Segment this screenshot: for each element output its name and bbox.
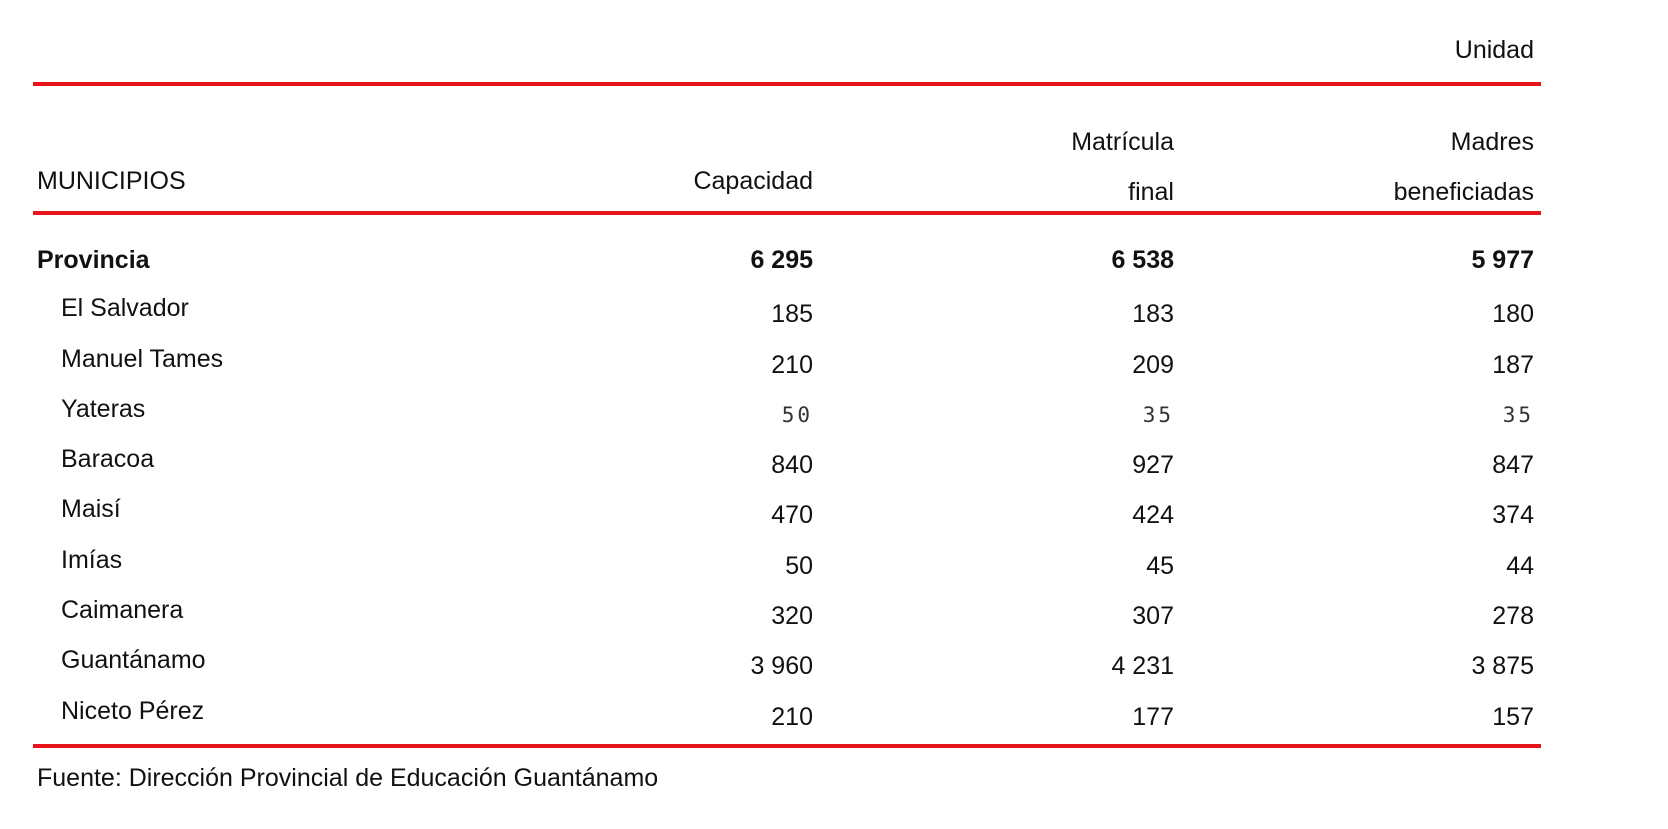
row-madres: 374	[1492, 501, 1534, 530]
table-row: Imías 50 45 44	[0, 538, 1668, 588]
table-row: Yateras 50 35 35	[0, 387, 1668, 437]
row-madres: 187	[1492, 350, 1534, 379]
row-madres: 35	[1502, 402, 1534, 427]
table-row-provincia: Provincia 6 295 6 538 5 977	[0, 236, 1668, 286]
row-capacidad: 470	[771, 501, 813, 530]
header-matricula-final: Matrícula final	[1071, 117, 1174, 217]
table-row: Maisí 470 424 374	[0, 487, 1668, 537]
row-name: Niceto Pérez	[61, 696, 205, 725]
row-capacidad: 840	[771, 451, 813, 480]
header-madres-line1: Madres	[1450, 128, 1534, 156]
row-capacidad: 50	[785, 551, 813, 580]
row-capacidad: 210	[771, 350, 813, 379]
table-row: Guantánamo 3 960 4 231 3 875	[0, 638, 1668, 688]
row-capacidad: 185	[771, 300, 813, 329]
row-name: Maisí	[61, 495, 121, 524]
row-matricula: 424	[1132, 501, 1174, 530]
row-matricula: 45	[1146, 551, 1174, 580]
row-matricula: 927	[1132, 451, 1174, 480]
row-capacidad: 50	[781, 402, 813, 427]
row-madres: 3 875	[1471, 652, 1534, 681]
row-madres: 278	[1492, 602, 1534, 631]
header-rule	[33, 211, 1541, 215]
source-note: Fuente: Dirección Provincial de Educació…	[37, 764, 659, 792]
row-name: Caimanera	[61, 596, 184, 625]
row-madres: 180	[1492, 300, 1534, 329]
table-row: Niceto Pérez 210 177 157	[0, 689, 1668, 739]
table-row: El Salvador 185 183 180	[0, 286, 1668, 336]
row-matricula: 35	[1142, 402, 1174, 427]
row-name: Manuel Tames	[61, 344, 224, 373]
row-name: El Salvador	[61, 294, 189, 323]
row-matricula: 4 231	[1111, 652, 1174, 681]
row-capacidad: 320	[771, 602, 813, 631]
row-name: Yateras	[61, 394, 146, 423]
row-capacidad: 210	[771, 702, 813, 731]
row-matricula: 6 538	[1111, 246, 1174, 274]
table-body: Provincia 6 295 6 538 5 977 El Salvador …	[0, 236, 1668, 739]
table-row: Manuel Tames 210 209 187	[0, 337, 1668, 387]
top-rule	[33, 82, 1541, 86]
row-name: Provincia	[37, 246, 150, 274]
row-matricula: 209	[1132, 350, 1174, 379]
unit-label: Unidad	[1454, 36, 1534, 64]
row-matricula: 183	[1132, 300, 1174, 329]
row-capacidad: 6 295	[750, 246, 813, 274]
row-capacidad: 3 960	[750, 652, 813, 681]
row-madres: 5 977	[1471, 246, 1534, 274]
row-name: Guantánamo	[61, 646, 206, 675]
row-name: Imías	[61, 545, 123, 574]
table-row: Baracoa 840 927 847	[0, 437, 1668, 487]
header-matricula-line2: final	[1128, 178, 1174, 206]
table-row: Caimanera 320 307 278	[0, 588, 1668, 638]
header-capacidad: Capacidad	[693, 167, 813, 195]
row-madres: 157	[1492, 702, 1534, 731]
row-matricula: 177	[1132, 702, 1174, 731]
header-matricula-line1: Matrícula	[1071, 128, 1174, 156]
header-madres-line2: beneficiadas	[1393, 178, 1534, 206]
row-madres: 847	[1492, 451, 1534, 480]
row-matricula: 307	[1132, 602, 1174, 631]
header-municipios: MUNICIPIOS	[37, 167, 186, 195]
row-madres: 44	[1506, 551, 1534, 580]
bottom-rule	[33, 744, 1541, 748]
header-madres-beneficiadas: Madres beneficiadas	[1394, 117, 1534, 217]
row-name: Baracoa	[61, 445, 155, 474]
